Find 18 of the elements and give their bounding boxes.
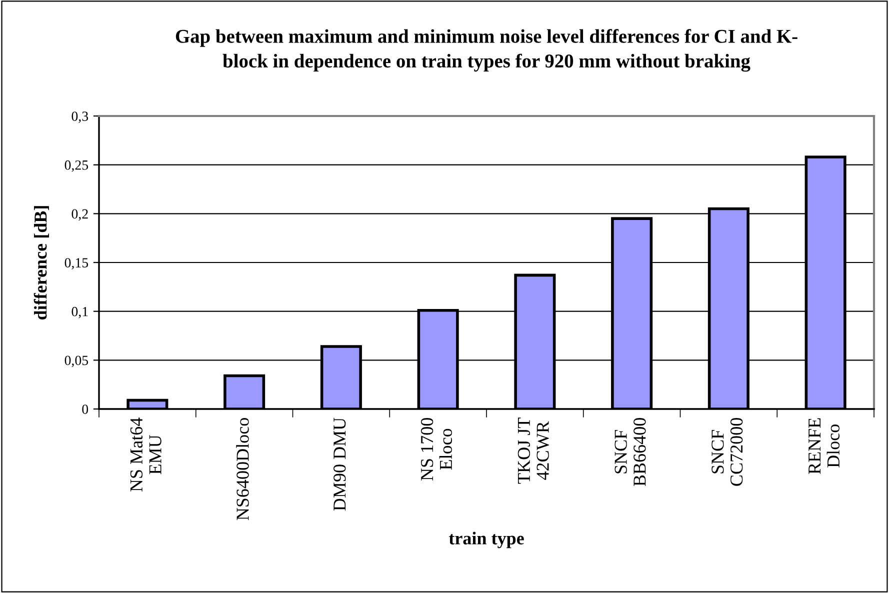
x-tick-label: NS6400Dloco [236, 418, 249, 520]
y-tick-label: 0 [82, 404, 88, 414]
y-tick-label: 0,2 [72, 209, 88, 221]
y-tick-label: 0,25 [64, 160, 88, 172]
x-tick-label: DM90 DMU [334, 418, 346, 511]
x-tick-label: SNCF CC72000 [712, 418, 743, 486]
y-tick-label: 0,05 [64, 356, 88, 368]
y-axis-title: difference [dB] [34, 206, 49, 320]
x-tick-label: RENFE Dloco [808, 418, 840, 474]
x-tick-label: NS 1700 Eloco [420, 418, 452, 481]
x-tick-label: NS Mat64 EMU [130, 418, 162, 492]
chart-title: Gap between maximum and minimum noise level differences for CI and K- block in dependence on train types for 920 mm without braking [176, 29, 798, 72]
x-tick-label: TKOJ JT 42CWR [518, 418, 549, 484]
y-tick-label: 0,3 [72, 112, 88, 123]
x-tick-label: SNCF BB66400 [614, 418, 646, 486]
y-tick-label: 0,15 [64, 258, 88, 270]
x-axis-title: train type [448, 532, 524, 548]
y-tick-label: 0,1 [72, 306, 88, 318]
